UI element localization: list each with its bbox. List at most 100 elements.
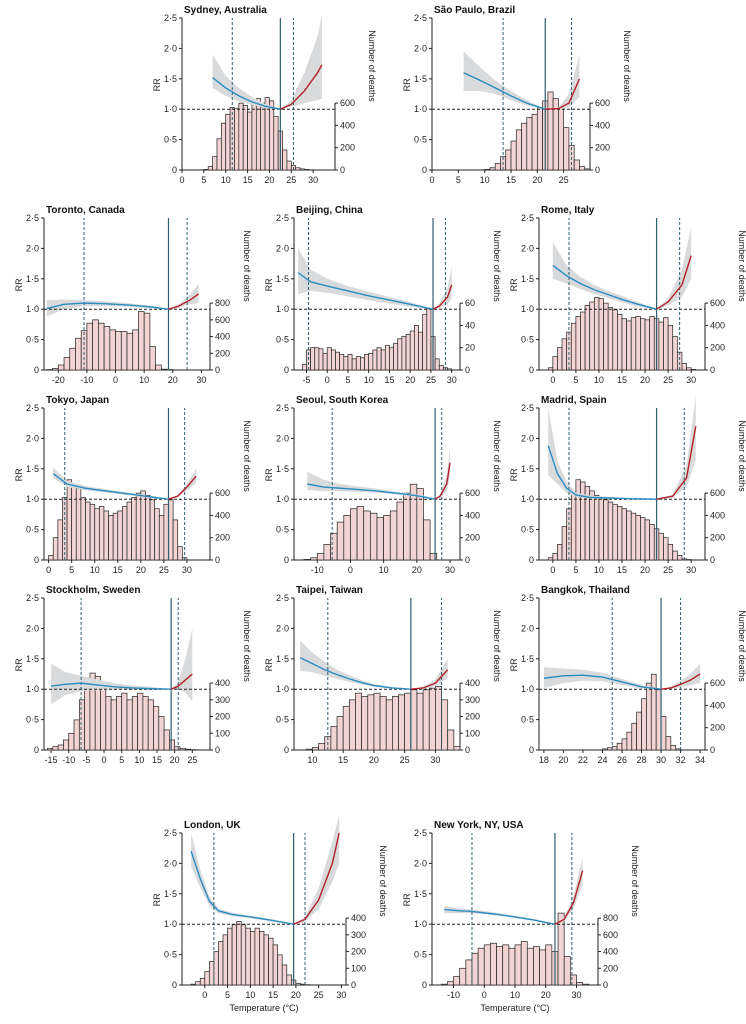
rr-tick-label: 1·0 (164, 919, 177, 929)
death-bar (295, 982, 301, 986)
deaths-tick-label: 0 (710, 745, 715, 755)
rr-curve-heat (293, 832, 340, 925)
deaths-tick-label: 400 (710, 510, 725, 520)
rr-tick-label: 1·0 (414, 104, 427, 114)
deaths-tick-label: 400 (340, 120, 355, 130)
death-bar (204, 971, 210, 986)
rr-curve-heat (410, 669, 449, 690)
ci-band (548, 395, 696, 500)
death-bar (385, 699, 393, 751)
death-bar (222, 934, 228, 986)
ci-band (191, 814, 340, 925)
death-bar (286, 974, 292, 986)
panel-12: London, UK 0 0·5 1·0 1·5 2·0 2·5 RR 0 5 10 15 20 25 30… (152, 814, 388, 1013)
panel-title: Madrid, Spain (541, 395, 607, 406)
death-bar (247, 111, 253, 171)
deaths-axis-label: Number of deaths (630, 845, 640, 917)
death-bar (533, 946, 540, 986)
ci-band (46, 283, 199, 317)
rr-tick-label: 0·5 (521, 715, 534, 725)
death-bar (477, 947, 485, 986)
deaths-axis-label: Number of deaths (242, 610, 252, 682)
death-bar (356, 506, 365, 561)
panel-title: Bangkok, Thailand (541, 585, 630, 596)
death-bar (47, 747, 54, 751)
rr-curve-cold (190, 851, 294, 925)
death-bar (168, 499, 174, 561)
death-bar (300, 983, 306, 986)
death-bar (612, 503, 618, 561)
rr-tick-label: 0 (422, 980, 427, 990)
death-bar (86, 322, 94, 371)
rr-tick-label: 2·5 (276, 593, 289, 603)
death-bar (145, 494, 151, 561)
death-bar (310, 347, 316, 371)
death-bar (536, 107, 543, 171)
death-bar (263, 934, 269, 986)
rr-tick-label: 1·5 (521, 654, 534, 664)
deaths-tick-label: 20 (465, 343, 475, 353)
death-bar (502, 944, 510, 986)
x-tick-label: 15 (617, 375, 627, 385)
rr-tick-label: 2·5 (414, 13, 427, 23)
death-bar (401, 336, 407, 371)
rr-tick-label: 2·0 (26, 433, 39, 443)
x-tick-label: 30 (445, 565, 455, 575)
rr-tick-label: 1·0 (26, 304, 39, 314)
death-bar (73, 719, 80, 751)
panel-2: São Paulo, Brazil 0 0·5 1·0 1·5 2·0 2·5 RR 0 5 10 1… (402, 5, 632, 185)
deaths-axis-label: Number of deaths (378, 845, 388, 917)
deaths-tick-label: 200 (215, 348, 230, 358)
rr-tick-label: 1·5 (26, 654, 39, 664)
death-bar (663, 317, 669, 371)
death-bar (526, 117, 533, 171)
death-bar (242, 104, 248, 171)
rr-tick-label: 0·5 (164, 135, 177, 145)
death-bar (216, 138, 222, 171)
panel-9: Stockholm, Sweden 0 0·5 1·0 1·5 2·0 2·5 RR -15 -1… (14, 585, 252, 765)
death-bar (598, 497, 604, 561)
death-bar (330, 726, 338, 751)
rr-tick-label: 2·0 (521, 243, 534, 253)
death-bar (667, 544, 674, 561)
rr-axis-label: RR (509, 468, 519, 481)
deaths-axis-label: Number of deaths (492, 420, 502, 492)
deaths-tick-label: 200 (710, 723, 725, 733)
rr-axis-label: RR (14, 468, 24, 481)
death-bar (343, 515, 351, 561)
death-bar (234, 108, 240, 171)
x-tick-label: 25 (426, 375, 436, 385)
death-bar (335, 351, 341, 371)
x-tick-label: 5 (69, 565, 74, 575)
rr-curve-cold (307, 483, 436, 500)
rr-tick-label: 0 (422, 165, 427, 175)
x-tick-label: 32 (676, 755, 686, 765)
death-bar (644, 319, 651, 371)
death-bar (326, 347, 332, 371)
panel-title: São Paulo, Brazil (434, 5, 515, 16)
x-tick-label: 0 (179, 175, 184, 185)
deaths-tick-label: 200 (215, 712, 230, 722)
death-bar (149, 346, 156, 371)
death-bar (135, 492, 142, 561)
deaths-axis-label: Number of deaths (367, 30, 377, 102)
panel-7: Seoul, South Korea 0 0·5 1·0 1·5 2·0 2·5 RR -10 0… (264, 395, 502, 575)
death-bar (428, 687, 436, 751)
death-bar (403, 492, 411, 561)
panel-title: Sydney, Australia (184, 5, 267, 16)
death-bar (347, 354, 353, 371)
death-bar (131, 696, 138, 751)
deaths-tick-label: 600 (340, 98, 355, 108)
death-bar (103, 510, 109, 561)
death-bar (103, 326, 111, 371)
rr-tick-label: 2·0 (276, 243, 289, 253)
deaths-tick-label: 0 (595, 165, 600, 175)
death-bar (98, 506, 105, 561)
deaths-tick-label: 200 (595, 143, 610, 153)
death-bar (231, 924, 238, 986)
deaths-tick-label: 400 (215, 332, 230, 342)
panel-title: Tokyo, Japan (46, 395, 109, 406)
death-bar (496, 946, 504, 986)
x-tick-label: 30 (686, 565, 696, 575)
panel-title: Beijing, China (296, 205, 363, 216)
